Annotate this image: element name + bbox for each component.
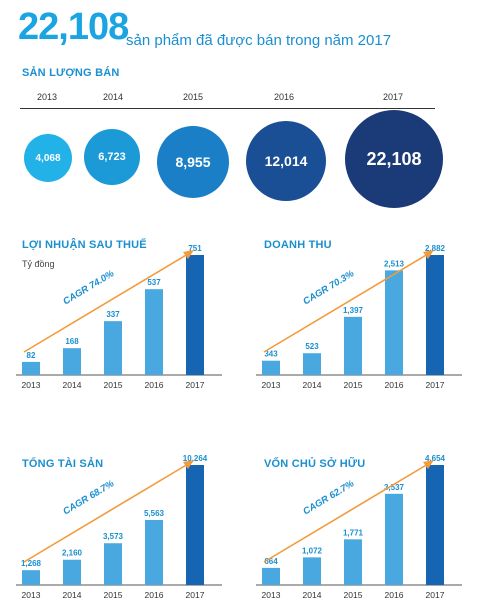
- chart-profit-title: LỢI NHUẬN SAU THUẾ: [22, 239, 147, 251]
- chart-revenue-value-label-2017: 2,882: [425, 244, 446, 253]
- sales-year-2014: 2014: [103, 92, 124, 102]
- chart-equity-tick-2017: 2017: [426, 590, 445, 600]
- chart-equity-value-label-2017: 4,654: [425, 454, 446, 463]
- sales-year-2017: 2017: [383, 92, 404, 102]
- chart-revenue-value-label-2013: 343: [264, 350, 278, 359]
- sales-value-2015: 8,955: [175, 154, 211, 170]
- chart-equity-tick-2015: 2015: [344, 590, 363, 600]
- chart-assets-tick-2015: 2015: [104, 590, 123, 600]
- chart-equity-value-label-2013: 664: [264, 557, 278, 566]
- chart-revenue-bar-2014: [303, 353, 321, 375]
- chart-assets-value-label-2015: 3,573: [103, 532, 124, 541]
- chart-profit-value-label-2017: 751: [188, 244, 202, 253]
- chart-equity-bar-2016: [385, 493, 403, 585]
- chart-assets-tick-2013: 2013: [22, 590, 41, 600]
- chart-profit-bar-2015: [104, 321, 122, 375]
- chart-revenue-value-label-2014: 523: [305, 342, 319, 351]
- chart-revenue-arrow-head: [423, 250, 434, 259]
- chart-equity-title: VỐN CHỦ SỞ HỮU: [264, 458, 366, 470]
- chart-equity-tick-2014: 2014: [303, 590, 322, 600]
- chart-assets-value-label-2014: 2,160: [62, 549, 83, 558]
- chart-revenue-tick-2013: 2013: [262, 380, 281, 390]
- chart-equity-bar-2013: [262, 567, 280, 585]
- sales-value-2014: 6,723: [98, 151, 126, 163]
- sales-year-2016: 2016: [274, 92, 295, 102]
- chart-equity-bar-2014: [303, 557, 321, 585]
- chart-equity-bar-2017: [426, 465, 444, 585]
- chart-profit-tick-2017: 2017: [186, 380, 205, 390]
- chart-revenue-tick-2014: 2014: [303, 380, 322, 390]
- chart-profit-tick-2014: 2014: [63, 380, 82, 390]
- chart-profit-value-label-2014: 168: [65, 337, 79, 346]
- chart-assets-value-label-2013: 1,268: [21, 559, 42, 568]
- chart-equity-arrow-head: [423, 460, 434, 469]
- chart-assets-bar-2017: [186, 465, 204, 585]
- sales-year-2015: 2015: [183, 92, 204, 102]
- chart-profit-value-label-2015: 337: [106, 310, 120, 319]
- chart-revenue-trend-arrow: [263, 253, 429, 353]
- chart-assets-tick-2014: 2014: [63, 590, 82, 600]
- chart-equity-trend-arrow: [263, 463, 429, 563]
- chart-assets-bar-2013: [22, 570, 40, 585]
- chart-assets-arrow-head: [183, 460, 194, 469]
- chart-profit-tick-2015: 2015: [104, 380, 123, 390]
- chart-profit-value-label-2013: 82: [27, 351, 36, 360]
- chart-revenue-bar-2016: [385, 270, 403, 375]
- chart-assets-value-label-2017: 10,264: [183, 454, 208, 463]
- chart-equity-value-label-2016: 3,537: [384, 483, 405, 492]
- chart-assets-bar-2015: [104, 543, 122, 585]
- chart-equity-value-label-2015: 1,771: [343, 528, 364, 537]
- chart-assets-tick-2017: 2017: [186, 590, 205, 600]
- chart-equity-value-label-2014: 1,072: [302, 546, 323, 555]
- chart-equity-bar-2015: [344, 539, 362, 585]
- sales-circle-2016: 12,014: [246, 121, 326, 201]
- chart-profit-bar-2017: [186, 255, 204, 375]
- headline-value: 22,108: [18, 6, 129, 48]
- chart-profit-arrow-head: [183, 250, 194, 259]
- chart-profit-trend-arrow: [23, 253, 189, 353]
- chart-profit-value-label-2016: 537: [147, 278, 161, 287]
- chart-profit-bar-2013: [22, 361, 40, 375]
- chart-profit-bar-2016: [145, 289, 163, 375]
- chart-revenue-tick-2016: 2016: [385, 380, 404, 390]
- chart-revenue-value-label-2016: 2,513: [384, 259, 405, 268]
- chart-revenue-tick-2015: 2015: [344, 380, 363, 390]
- chart-equity-tick-2016: 2016: [385, 590, 404, 600]
- chart-revenue-bar-2017: [426, 255, 444, 375]
- chart-revenue-value-label-2015: 1,397: [343, 306, 364, 315]
- sales-divider: [20, 108, 435, 109]
- chart-profit-bar-2014: [63, 348, 81, 375]
- chart-profit-tick-2016: 2016: [145, 380, 164, 390]
- chart-revenue-tick-2017: 2017: [426, 380, 445, 390]
- chart-assets-trend-arrow: [23, 463, 189, 563]
- sales-value-2016: 12,014: [264, 153, 308, 169]
- sales-circle-2013: 4,068: [24, 134, 72, 182]
- chart-equity-tick-2013: 2013: [262, 590, 281, 600]
- sales-circle-2015: 8,955: [157, 126, 229, 198]
- chart-revenue-title: DOANH THU: [264, 239, 332, 251]
- chart-assets-value-label-2016: 5,563: [144, 509, 165, 518]
- chart-revenue-bar-2015: [344, 316, 362, 375]
- chart-revenue: 343 2013 523 2014 1,397 2015 2,513 2016 2,882 201…: [256, 244, 462, 390]
- headline-text: sản phẩm đã được bán trong năm 2017: [126, 32, 392, 49]
- sales-year-2013: 2013: [37, 92, 58, 102]
- sales-circle-2017: 22,108: [345, 110, 443, 208]
- chart-profit-tick-2013: 2013: [22, 380, 41, 390]
- chart-revenue-bar-2013: [262, 360, 280, 375]
- chart-profit-unit: Tỷ đồng: [22, 259, 55, 269]
- chart-equity: 664 2013 1,072 2014 1,771 2015 3,537 2016 4,654 2…: [256, 454, 462, 600]
- chart-assets: 1,268 2013 2,160 2014 3,573 2015 5,563 2016 10,2…: [16, 454, 222, 600]
- sales-value-2017: 22,108: [366, 148, 422, 169]
- chart-assets-bar-2014: [63, 559, 81, 585]
- chart-assets-title: TỔNG TÀI SẢN: [22, 458, 104, 470]
- sales-value-2013: 4,068: [35, 152, 61, 164]
- sales-circle-2014: 6,723: [84, 129, 140, 185]
- chart-assets-tick-2016: 2016: [145, 590, 164, 600]
- sales-title: SẢN LƯỢNG BÁN: [22, 67, 120, 79]
- chart-assets-bar-2016: [145, 519, 163, 585]
